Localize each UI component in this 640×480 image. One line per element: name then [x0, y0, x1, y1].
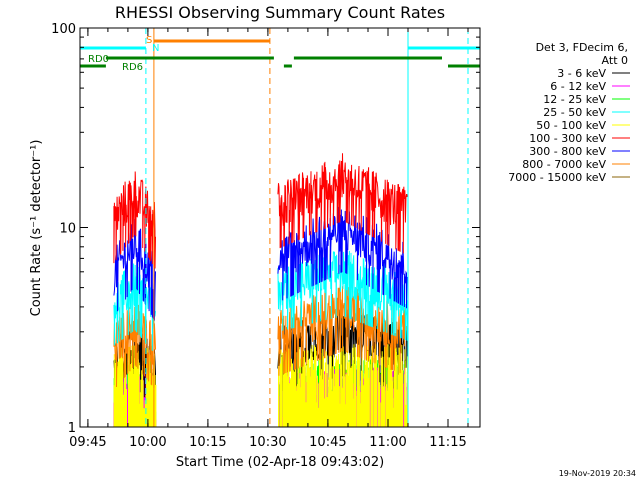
legend-entry-label: 7000 - 15000 keV — [508, 171, 606, 184]
flag-label-rd0: RD0 — [88, 54, 109, 65]
y-tick-label: 100 — [51, 22, 76, 37]
x-tick-label: 11:15 — [429, 435, 466, 450]
legend-entry-label: 12 - 25 keV — [543, 93, 606, 106]
legend-entry-label: 6 - 12 keV — [550, 80, 606, 93]
series-100-300keV-trace-1 — [113, 171, 156, 269]
chart-title: RHESSI Observing Summary Count Rates — [115, 3, 445, 22]
y-tick-label: 1 — [68, 421, 76, 436]
series-100-300keV-trace-2 — [277, 153, 409, 254]
legend-entry-label: 50 - 100 keV — [536, 119, 606, 132]
x-axis-label: Start Time (02-Apr-18 09:43:02) — [176, 455, 384, 470]
x-tick-label: 10:15 — [189, 435, 226, 450]
x-tick-label: 11:00 — [369, 435, 406, 450]
legend-entry-label: 25 - 50 keV — [543, 106, 606, 119]
y-axis-label: Count Rate (s⁻¹ detector⁻¹) — [29, 140, 44, 317]
series-50-100keV-spikes-1 — [113, 345, 157, 427]
plot-area: SN RD0 RD6 — [79, 28, 480, 427]
series-50-100keV-spikes-2 — [278, 344, 409, 427]
flag-label-night: N — [152, 43, 159, 54]
legend-entry-label: 800 - 7000 keV — [522, 158, 606, 171]
flag-label-saa: S — [146, 35, 152, 46]
flag-label-rd6: RD6 — [122, 62, 143, 73]
generated-timestamp: 19-Nov-2019 20:34 — [559, 469, 636, 478]
legend-entry-label: 3 - 6 keV — [557, 67, 606, 80]
legend-entry-label: 300 - 800 keV — [529, 145, 606, 158]
legend-title-line-2: Att 0 — [602, 54, 628, 67]
series-25-50keV-trace-2 — [277, 250, 409, 341]
series-300-800keV-trace-1 — [113, 218, 156, 321]
y-tick-label: 10 — [59, 222, 76, 237]
axes: 09:45 10:00 10:15 10:30 10:45 11:00 11:15 1 10 10… — [51, 22, 480, 450]
x-tick-label: 09:45 — [69, 435, 106, 450]
series-800-7000keV-trace-2 — [277, 284, 409, 376]
x-tick-label: 10:30 — [249, 435, 286, 450]
series-300-800keV-trace-2 — [277, 206, 409, 309]
x-tick-label: 10:00 — [129, 435, 166, 450]
legend-entry-label: 100 - 300 keV — [529, 132, 606, 145]
series-25-50keV-trace-1 — [113, 263, 156, 351]
x-tick-label: 10:45 — [309, 435, 346, 450]
legend-title-line-1: Det 3, FDecim 6, — [536, 41, 628, 54]
